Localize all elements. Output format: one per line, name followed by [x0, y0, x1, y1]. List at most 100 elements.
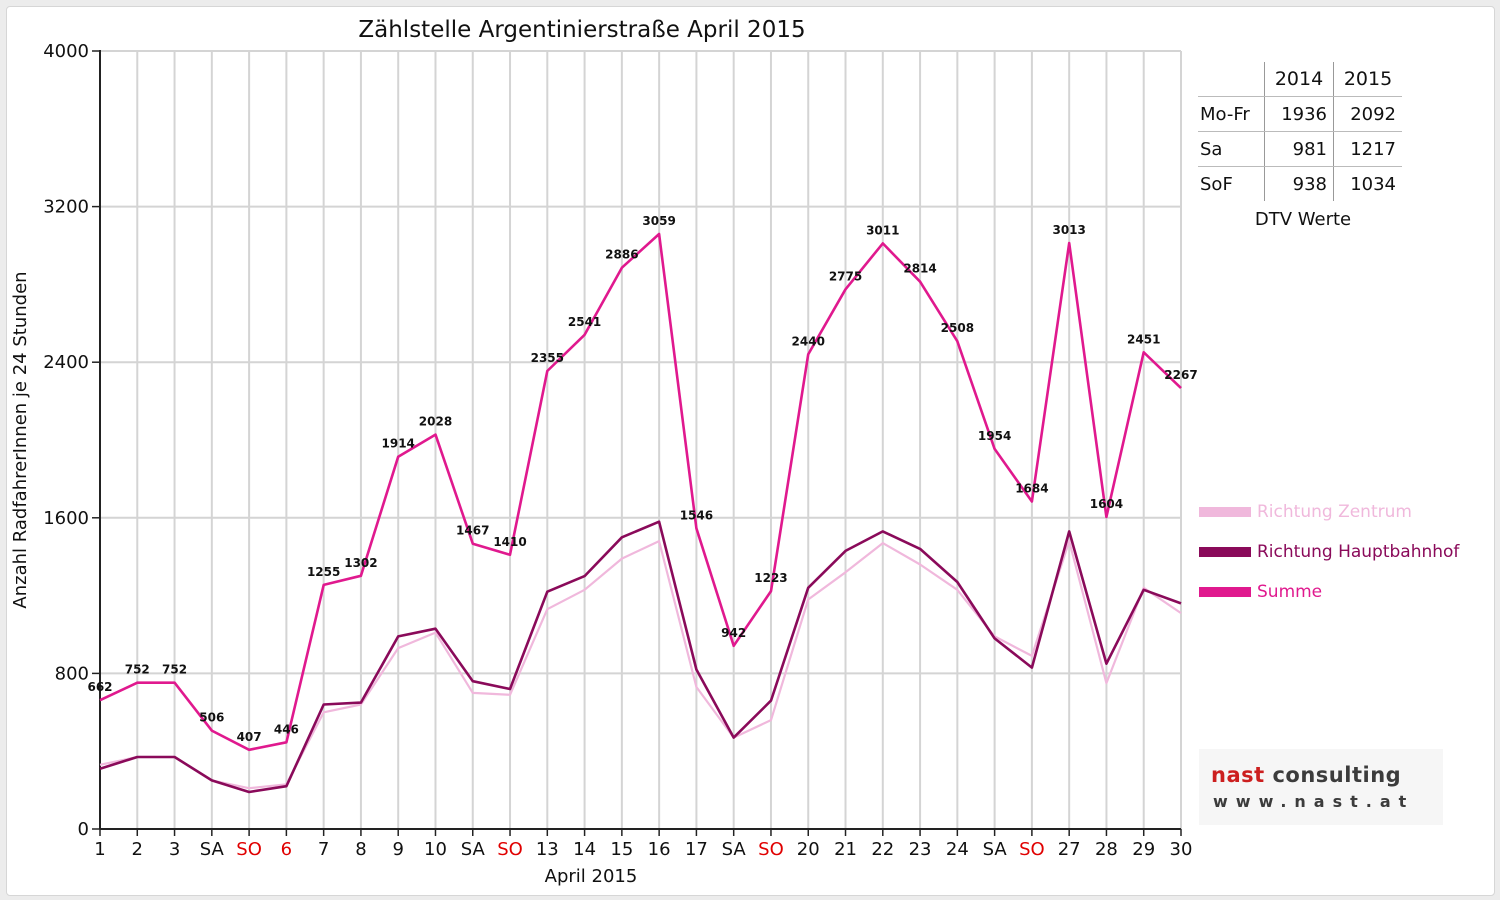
x-tick-label: 2: [132, 839, 143, 860]
series-line-richtung-zentrum: [99, 540, 1182, 790]
data-labels: 662 752 752 506 407 446 1255 1302 1914 2028 1467 14…: [87, 214, 1197, 744]
dtv-value-2015: 1217: [1333, 131, 1402, 167]
data-label: 1604: [1090, 497, 1123, 511]
data-label: 2028: [419, 415, 452, 429]
legend-label: Richtung Hauptbahnhof: [1257, 542, 1460, 562]
dtv-row: Sa 981 1217: [1198, 131, 1402, 167]
legend-swatch: [1199, 507, 1251, 517]
x-tick-label: 1: [94, 839, 105, 860]
legend-swatch: [1199, 587, 1251, 597]
dtv-row-label: Mo-Fr: [1198, 96, 1265, 132]
dtv-value-2014: 1936: [1264, 96, 1334, 132]
legend-label: Richtung Zentrum: [1257, 502, 1412, 522]
x-tick-label: 13: [536, 839, 559, 860]
legend-item-hauptbahnhof: Richtung Hauptbahnhof: [1199, 532, 1459, 572]
data-label: 506: [199, 711, 224, 725]
dtv-row: SoF 938 1034: [1198, 166, 1402, 201]
data-label: 942: [721, 626, 746, 640]
dtv-header-row: 2014 2015: [1198, 62, 1402, 97]
data-label: 662: [87, 680, 112, 694]
y-tick-label: 1600: [43, 508, 89, 529]
data-label: 1223: [754, 571, 787, 585]
data-label: 2814: [903, 262, 936, 276]
y-tick-label: 800: [55, 663, 89, 684]
data-label: 1684: [1015, 481, 1048, 495]
data-label: 3011: [866, 223, 899, 237]
x-tick-label: 20: [797, 839, 820, 860]
logo-wordmark: nast consulting: [1211, 763, 1401, 787]
grid-lines: [100, 50, 1182, 829]
legend-item-summe: Summe: [1199, 572, 1459, 612]
data-label: 1546: [680, 508, 713, 522]
dtv-row: Mo-Fr 1936 2092: [1198, 96, 1402, 132]
x-tick-label: SA: [200, 839, 225, 860]
data-label: 1467: [456, 524, 489, 538]
dtv-value-2014: 981: [1264, 131, 1334, 167]
x-tick-label: 8: [355, 839, 366, 860]
x-tick-label: 3: [169, 839, 180, 860]
data-label: 3059: [642, 214, 675, 228]
data-label: 2267: [1164, 368, 1197, 382]
chart-legend: Richtung Zentrum Richtung Hauptbahnhof S…: [1199, 492, 1459, 612]
x-tick-label: 6: [281, 839, 292, 860]
x-tick-label: 23: [909, 839, 932, 860]
x-tick-label: SO: [236, 839, 262, 860]
y-tick-label: 2400: [43, 352, 89, 373]
company-logo: nast consulting www.nast.at: [1199, 749, 1443, 825]
data-label: 752: [162, 663, 187, 677]
y-tick-label: 3200: [43, 197, 89, 218]
data-label: 2886: [605, 248, 638, 262]
axes: [99, 50, 1181, 830]
legend-swatch: [1199, 547, 1251, 557]
data-label: 1914: [382, 437, 415, 451]
y-axis-title: Anzahl RadfahrerInnen je 24 Stunden: [10, 271, 31, 608]
dtv-value-2015: 1034: [1333, 166, 1402, 201]
dtv-row-label: Sa: [1198, 131, 1265, 167]
x-axis-title: April 2015: [545, 866, 638, 887]
y-axis-ticks: 0 800 1600 2400 3200 4000: [43, 41, 100, 840]
data-label: 3013: [1052, 223, 1085, 237]
data-label: 1302: [344, 556, 377, 570]
series-line-richtung-hauptbahnhof: [99, 520, 1182, 794]
x-tick-label: SA: [461, 839, 486, 860]
x-tick-label: 29: [1132, 839, 1155, 860]
series-lines: [99, 232, 1182, 794]
dtv-table: 2014 2015 Mo-Fr 1936 2092 Sa 981 1217 So…: [1198, 62, 1402, 201]
y-tick-label: 4000: [43, 41, 89, 62]
data-label: 2451: [1127, 332, 1160, 346]
data-label: 1255: [307, 565, 340, 579]
dtv-value-2014: 938: [1264, 166, 1334, 201]
x-tick-label: 9: [392, 839, 403, 860]
x-tick-label: 24: [946, 839, 969, 860]
dtv-year-2015-header: 2015: [1333, 62, 1402, 97]
logo-accent-text: nast: [1211, 763, 1265, 787]
x-tick-label: 10: [424, 839, 447, 860]
data-label: 1954: [978, 429, 1011, 443]
logo-url: www.nast.at: [1213, 792, 1415, 811]
dtv-year-2014-header: 2014: [1264, 62, 1334, 97]
data-label: 2508: [941, 321, 974, 335]
data-label: 1410: [493, 535, 526, 549]
data-label: 2355: [531, 351, 564, 365]
series-line-summe: [99, 232, 1182, 752]
dtv-corner-cell: [1198, 62, 1265, 97]
dtv-caption: DTV Werte: [1254, 209, 1352, 230]
x-tick-label: 14: [573, 839, 596, 860]
x-tick-label: SA: [722, 839, 747, 860]
x-tick-label: SA: [983, 839, 1008, 860]
y-tick-label: 0: [78, 819, 89, 840]
x-tick-label: 16: [648, 839, 671, 860]
data-label: 752: [125, 663, 150, 677]
data-label: 407: [237, 730, 262, 744]
x-tick-label: 15: [610, 839, 633, 860]
x-tick-label: 17: [685, 839, 708, 860]
x-tick-label: SO: [758, 839, 784, 860]
data-label: 2541: [568, 315, 601, 329]
data-label: 446: [274, 722, 299, 736]
x-tick-label: 28: [1095, 839, 1118, 860]
legend-label: Summe: [1257, 582, 1323, 602]
legend-item-zentrum: Richtung Zentrum: [1199, 492, 1459, 532]
x-tick-label: SO: [497, 839, 523, 860]
logo-text: consulting: [1264, 763, 1402, 787]
